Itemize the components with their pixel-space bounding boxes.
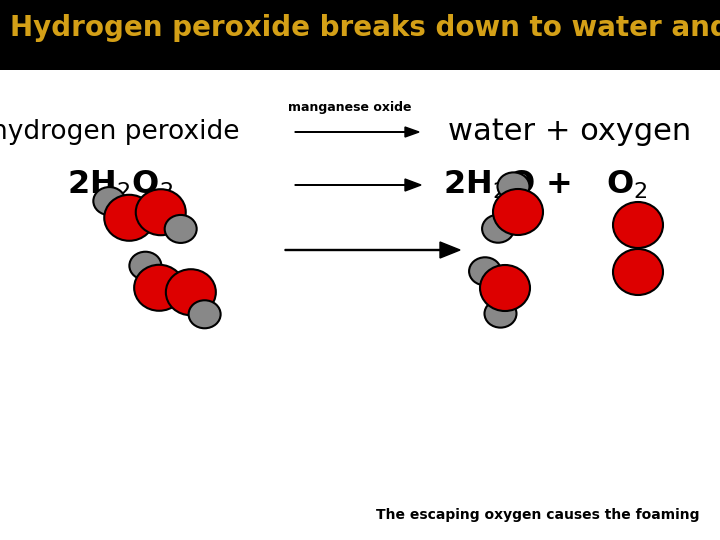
Text: The escaping oxygen causes the foaming: The escaping oxygen causes the foaming: [377, 508, 700, 522]
Ellipse shape: [485, 300, 516, 328]
Ellipse shape: [94, 187, 125, 215]
Ellipse shape: [136, 189, 186, 235]
Ellipse shape: [493, 189, 543, 235]
Text: 2H$_2$O$_2$: 2H$_2$O$_2$: [67, 169, 173, 201]
Text: manganese oxide: manganese oxide: [288, 101, 412, 114]
Ellipse shape: [189, 300, 220, 328]
Ellipse shape: [482, 215, 514, 242]
Ellipse shape: [469, 257, 501, 285]
Bar: [0, 0, 720, 55]
Ellipse shape: [480, 265, 530, 311]
Text: Hydrogen peroxide breaks down to water and oxygen: Hydrogen peroxide breaks down to water a…: [10, 14, 720, 42]
FancyArrow shape: [295, 127, 419, 137]
FancyArrow shape: [295, 179, 421, 191]
Text: water + oxygen: water + oxygen: [449, 118, 692, 146]
Ellipse shape: [104, 195, 154, 241]
Ellipse shape: [130, 252, 161, 280]
Ellipse shape: [613, 202, 663, 248]
Text: hydrogen peroxide: hydrogen peroxide: [0, 119, 239, 145]
Bar: [0, 55, 720, 70]
Ellipse shape: [165, 215, 197, 243]
Ellipse shape: [498, 172, 529, 200]
Ellipse shape: [613, 249, 663, 295]
Ellipse shape: [166, 269, 216, 315]
Text: 2H$_2$O +   O$_2$: 2H$_2$O + O$_2$: [443, 169, 647, 201]
Ellipse shape: [134, 265, 184, 311]
FancyArrow shape: [285, 242, 460, 258]
